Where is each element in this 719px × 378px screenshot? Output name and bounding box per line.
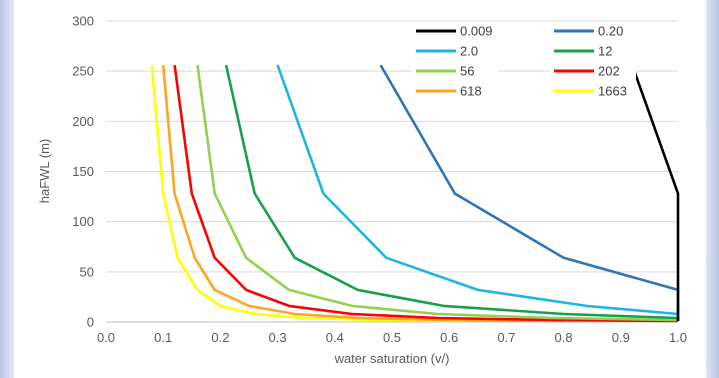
series-line-2-0 <box>276 64 680 322</box>
x-tick-label: 0.5 <box>383 330 401 345</box>
y-tick-label: 200 <box>72 114 94 129</box>
x-tick-label: 0.4 <box>326 330 344 345</box>
series-line-202 <box>173 64 679 323</box>
series-line-1663 <box>150 64 467 323</box>
series-line-618 <box>161 64 564 323</box>
x-tick-label: 0.3 <box>269 330 287 345</box>
x-tick-label: 0.0 <box>97 330 115 345</box>
x-tick-label: 0.7 <box>497 330 515 345</box>
y-tick-label: 0 <box>87 315 94 330</box>
y-tick-label: 300 <box>72 14 94 29</box>
series-line-0-009 <box>630 64 680 322</box>
series-line-56 <box>196 64 680 322</box>
x-tick-label: 1.0 <box>669 330 687 345</box>
y-tick-label: 100 <box>72 214 94 229</box>
legend-label: 0.20 <box>598 24 623 39</box>
x-tick-label: 0.9 <box>612 330 630 345</box>
legend-label: 56 <box>460 64 474 79</box>
series-line-12 <box>224 64 680 322</box>
x-tick-label: 0.6 <box>440 330 458 345</box>
line-chart: 0 50 100 150 200 250 300 0.0 0.1 0.2 0.3 0.4 0.5 0.6 0… <box>37 14 687 367</box>
legend-label: 2.0 <box>460 44 478 59</box>
legend-label: 0.009 <box>460 24 493 39</box>
series-line-0-20 <box>379 64 680 322</box>
y-tick-label: 50 <box>80 264 94 279</box>
x-tick-label: 0.2 <box>211 330 229 345</box>
series-lines <box>150 64 680 323</box>
y-tick-label: 150 <box>72 164 94 179</box>
chart-frame: 0 50 100 150 200 250 300 0.0 0.1 0.2 0.3 0.4 0.5 0.6 0… <box>14 0 706 378</box>
legend: 0.009 0.20 2.0 12 56 202 618 1663 <box>412 22 636 99</box>
legend-label: 1663 <box>598 84 627 99</box>
legend-label: 618 <box>460 84 482 99</box>
y-axis-title: haFWL (m) <box>37 139 52 204</box>
axes: 0 50 100 150 200 250 300 0.0 0.1 0.2 0.3 0.4 0.5 0.6 0… <box>72 14 687 346</box>
legend-label: 12 <box>598 44 612 59</box>
legend-label: 202 <box>598 64 620 79</box>
x-axis-title: water saturation (v/) <box>334 351 450 366</box>
y-tick-label: 250 <box>72 64 94 79</box>
x-tick-label: 0.1 <box>154 330 172 345</box>
x-tick-label: 0.8 <box>555 330 573 345</box>
